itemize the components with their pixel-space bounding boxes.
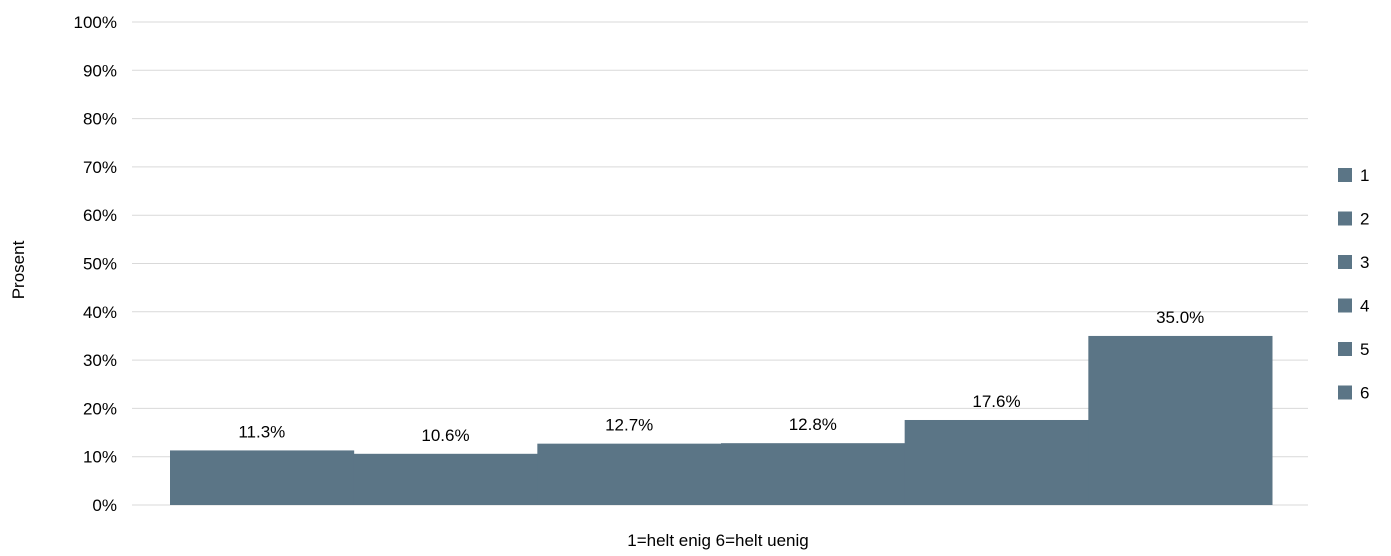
data-label: 10.6%	[421, 426, 469, 445]
bar-2	[353, 453, 538, 505]
legend: 1 2 3 4 5 6	[1338, 166, 1369, 403]
y-tick-label: 10%	[83, 448, 117, 467]
legend-label: 6	[1360, 384, 1369, 403]
legend-swatch	[1338, 168, 1352, 182]
bar-6	[1088, 335, 1273, 505]
y-tick-label: 30%	[83, 351, 117, 370]
y-tick-label: 50%	[83, 255, 117, 274]
data-labels: 11.3% 10.6% 12.7% 12.8% 17.6% 35.0%	[238, 308, 1204, 445]
legend-label: 3	[1360, 253, 1369, 272]
legend-swatch	[1338, 255, 1352, 269]
y-tick-label: 20%	[83, 399, 117, 418]
y-tick-label: 40%	[83, 303, 117, 322]
data-label: 35.0%	[1156, 308, 1204, 327]
legend-swatch	[1338, 385, 1352, 400]
data-label: 11.3%	[238, 422, 285, 441]
bar-1	[170, 450, 355, 505]
legend-label: 5	[1360, 340, 1369, 359]
y-tick-label: 60%	[83, 206, 117, 225]
y-tick-label: 100%	[74, 13, 117, 32]
y-tick-label: 90%	[83, 61, 117, 80]
bar-5	[904, 419, 1089, 505]
legend-swatch	[1338, 298, 1352, 313]
bar-4	[721, 443, 906, 505]
data-label: 12.8%	[789, 415, 837, 434]
y-tick-label: 70%	[83, 158, 117, 177]
data-label: 12.7%	[605, 416, 653, 435]
legend-label: 4	[1360, 297, 1369, 316]
legend-swatch	[1338, 211, 1352, 226]
bars	[170, 335, 1273, 505]
y-tick-label: 0%	[92, 496, 117, 515]
bar-3	[537, 443, 722, 505]
data-label: 17.6%	[972, 392, 1020, 411]
y-axis-tick-labels: 0% 10% 20% 30% 40% 50% 60% 70% 80% 90% 100%	[74, 13, 117, 515]
y-tick-label: 80%	[83, 110, 117, 129]
legend-label: 2	[1360, 210, 1369, 229]
y-axis-label: Prosent	[9, 240, 28, 299]
legend-swatch	[1338, 342, 1352, 356]
legend-label: 1	[1360, 166, 1369, 185]
x-axis-label: 1=helt enig 6=helt uenig	[627, 531, 809, 550]
